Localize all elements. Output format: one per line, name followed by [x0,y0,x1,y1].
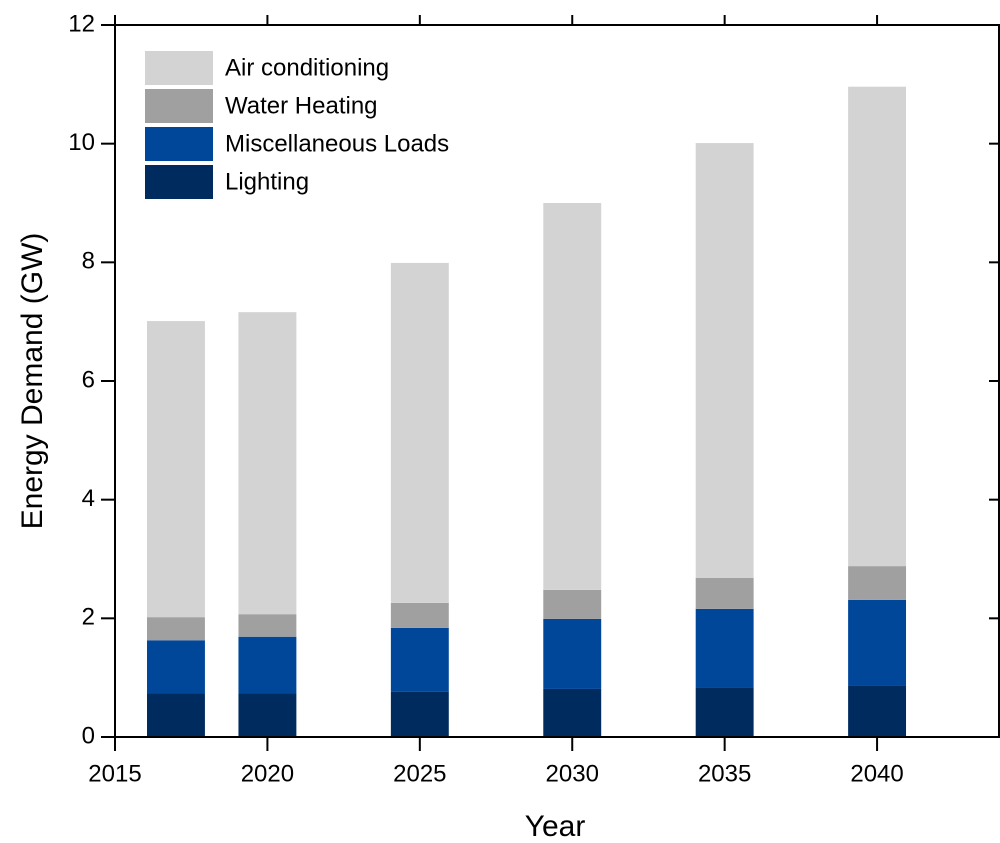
bar-segment [848,566,907,600]
bar-segment [147,693,205,737]
x-tick-label: 2015 [88,760,141,787]
bar-segment [147,321,205,618]
y-tick-label: 8 [82,248,95,275]
legend-swatch [145,127,213,161]
bar-segment [695,143,754,578]
bar-segment [238,312,297,615]
legend-swatch [145,89,213,123]
y-tick-label: 10 [68,129,95,156]
bar-segment [390,627,449,692]
bar-segment [695,608,754,688]
x-tick-label: 2020 [241,760,294,787]
bar-segment [543,618,602,689]
legend-swatch [145,165,213,199]
y-tick-label: 6 [82,366,95,393]
bar-segment [848,86,907,567]
y-axis-label: Energy Demand (GW) [16,233,49,530]
bar-segment [695,687,754,737]
bar-segment [543,688,602,737]
y-tick-label: 4 [82,485,95,512]
legend-swatch [145,51,213,85]
x-tick-label: 2040 [850,760,903,787]
bar-segment [147,617,205,641]
bar-segment [543,589,602,619]
bar-segment [238,636,297,694]
bar-segment [147,640,205,694]
x-tick-label: 2035 [698,760,751,787]
y-tick-label: 0 [82,722,95,749]
legend-label: Miscellaneous Loads [225,130,449,157]
x-axis-label: Year [525,810,586,843]
bar-segment [695,577,754,609]
y-tick-label: 2 [82,604,95,631]
legend-label: Air conditioning [225,54,389,81]
bar-segment [543,203,602,590]
bar-segment [238,614,297,637]
bar-segment [390,262,449,603]
y-tick-label: 12 [68,10,95,37]
x-tick-label: 2030 [546,760,599,787]
bar-segment [848,685,907,737]
bar-segment [238,693,297,737]
x-tick-label: 2025 [393,760,446,787]
bar-segment [848,599,907,686]
legend-label: Lighting [225,168,309,195]
legend-label: Water Heating [225,92,378,119]
bar-segment [390,691,449,737]
bar-segment [390,602,449,628]
